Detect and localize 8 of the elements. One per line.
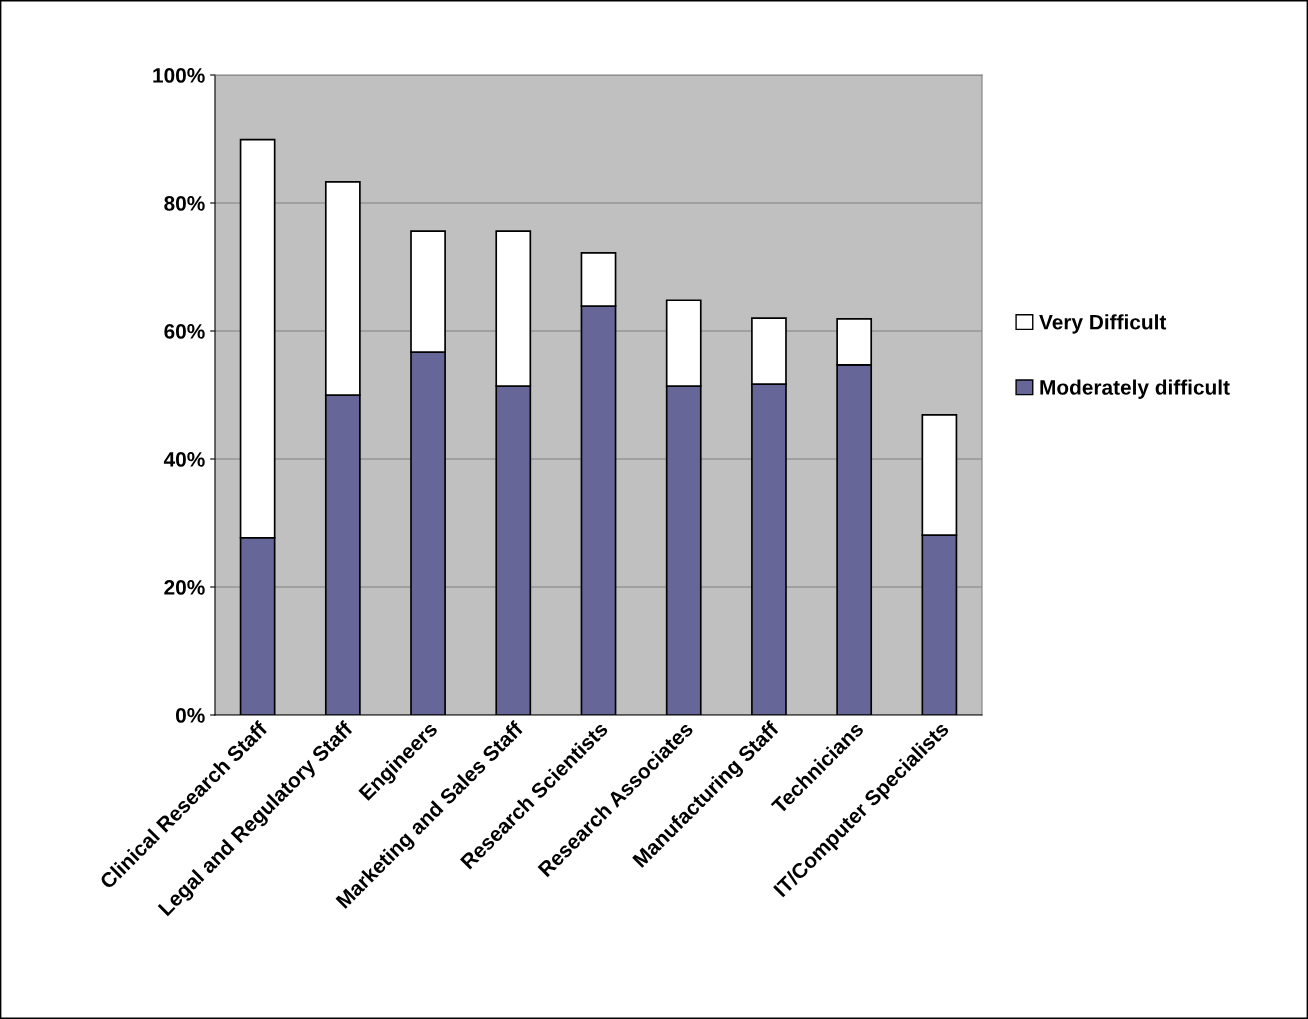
y-tick-label: 100% (153, 68, 205, 83)
y-tick-label: 40% (163, 452, 205, 467)
y-tick-label: 60% (164, 324, 205, 339)
y-tick-label: 80% (164, 196, 205, 211)
y-tick-label: 20% (164, 580, 205, 595)
y-tick-label: 0% (175, 708, 205, 723)
legend-label: Moderately difficult (1040, 379, 1230, 399)
legend-label: Very Difficult (1039, 314, 1167, 334)
